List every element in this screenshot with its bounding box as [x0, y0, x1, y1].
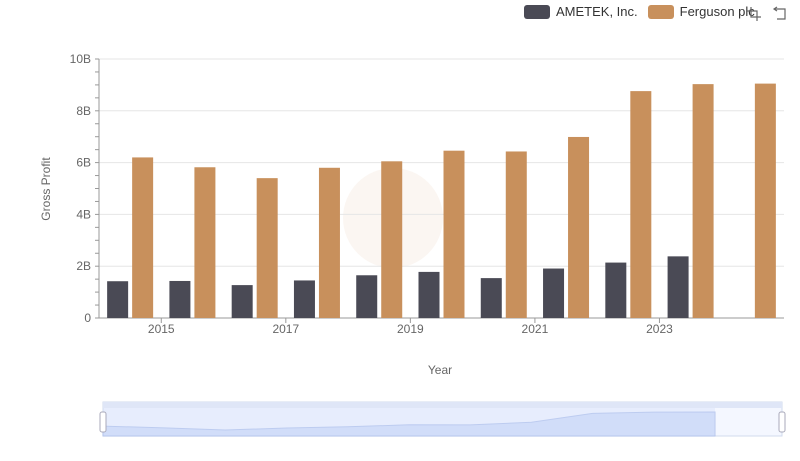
legend-label-ferguson: Ferguson plc: [679, 4, 755, 19]
bar-ametek[interactable]: [293, 280, 315, 318]
bar-ferguson[interactable]: [505, 151, 527, 318]
bar-ferguson[interactable]: [630, 91, 652, 318]
restore-icon[interactable]: [772, 6, 788, 22]
datazoom-preview-area: [102, 411, 716, 437]
y-tick-label: 4B: [76, 207, 91, 221]
bar-ferguson[interactable]: [443, 150, 465, 318]
bar-ferguson[interactable]: [256, 178, 278, 318]
legend-item-ametek[interactable]: AMETEK, Inc.: [524, 4, 638, 19]
legend: AMETEK, Inc. Ferguson plc: [524, 4, 755, 19]
y-tick-label: 6B: [76, 156, 91, 170]
datazoom-handle-right[interactable]: [778, 411, 786, 433]
y-tick-label: 8B: [76, 104, 91, 118]
bar-ferguson[interactable]: [568, 136, 590, 318]
bar-ferguson[interactable]: [692, 84, 714, 318]
bar-ametek[interactable]: [480, 278, 502, 318]
bar-ferguson[interactable]: [194, 167, 216, 318]
bar-ametek[interactable]: [667, 256, 689, 318]
bar-ametek[interactable]: [605, 262, 627, 318]
x-tick-label: 2021: [522, 322, 549, 336]
toolbox: [746, 6, 788, 22]
x-tick-label: 2023: [646, 322, 673, 336]
legend-item-ferguson[interactable]: Ferguson plc: [647, 4, 755, 19]
bar-ametek[interactable]: [543, 268, 565, 318]
x-axis-title: Year: [428, 363, 452, 377]
bar-ametek[interactable]: [169, 280, 191, 318]
legend-swatch-ametek: [524, 4, 550, 19]
legend-label-ametek: AMETEK, Inc.: [556, 4, 638, 19]
datazoom-selection[interactable]: [103, 408, 715, 436]
zoom-icon[interactable]: [746, 6, 762, 22]
x-tick-label: 2017: [272, 322, 299, 336]
bar-ametek[interactable]: [356, 275, 378, 318]
bar-ametek[interactable]: [418, 271, 440, 318]
bar-ferguson[interactable]: [132, 157, 154, 318]
datazoom-handle-left[interactable]: [99, 411, 107, 433]
datazoom-top-bar: [103, 402, 782, 408]
bar-ferguson[interactable]: [318, 167, 340, 318]
y-axis-title: Gross Profit: [39, 157, 53, 221]
bar-ferguson[interactable]: [754, 83, 776, 318]
y-tick-label: 2B: [76, 259, 91, 273]
bar-ferguson[interactable]: [381, 161, 403, 318]
bar-ametek[interactable]: [107, 281, 129, 318]
y-tick-label: 10B: [70, 52, 91, 66]
x-tick-label: 2015: [148, 322, 175, 336]
legend-swatch-ferguson: [647, 4, 674, 19]
x-tick-label: 2019: [397, 322, 424, 336]
y-tick-label: 0: [84, 311, 91, 325]
bar-ametek[interactable]: [231, 285, 253, 318]
